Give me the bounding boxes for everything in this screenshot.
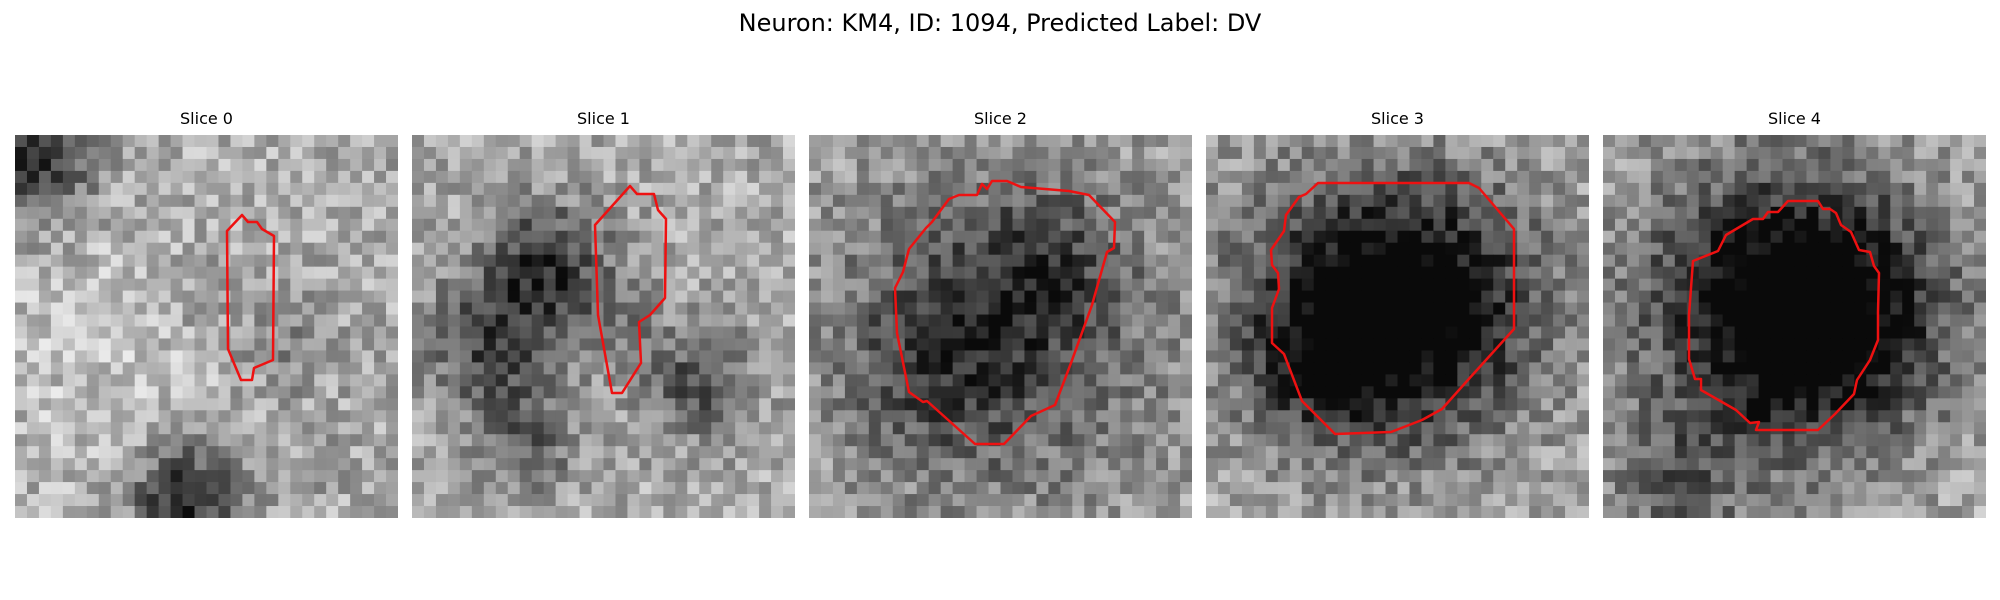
- slice-image-0: [15, 135, 398, 518]
- slice-panel-4: Slice 4: [1603, 109, 1986, 519]
- slice-image-3: [1206, 135, 1589, 518]
- slice-image-4: [1603, 135, 1986, 518]
- slice-image-1: [412, 135, 795, 518]
- slice-title-0: Slice 0: [180, 109, 233, 128]
- roi-contour-0: [225, 213, 276, 382]
- roi-contour-1: [593, 184, 668, 395]
- slice-title-2: Slice 2: [974, 109, 1027, 128]
- slice-image-2: [809, 135, 1192, 518]
- roi-contour-4: [1687, 199, 1881, 432]
- slice-panel-3: Slice 3: [1206, 109, 1589, 519]
- slice-panel-1: Slice 1: [412, 109, 795, 519]
- slice-panel-0: Slice 0: [15, 109, 398, 519]
- roi-contour-2: [893, 179, 1117, 446]
- figure-title: Neuron: KM4, ID: 1094, Predicted Label: …: [738, 9, 1262, 37]
- slice-title-1: Slice 1: [577, 109, 630, 128]
- slice-title-3: Slice 3: [1371, 109, 1424, 128]
- slice-panel-2: Slice 2: [809, 109, 1192, 519]
- slice-title-4: Slice 4: [1768, 109, 1821, 128]
- roi-contour-3: [1269, 181, 1516, 436]
